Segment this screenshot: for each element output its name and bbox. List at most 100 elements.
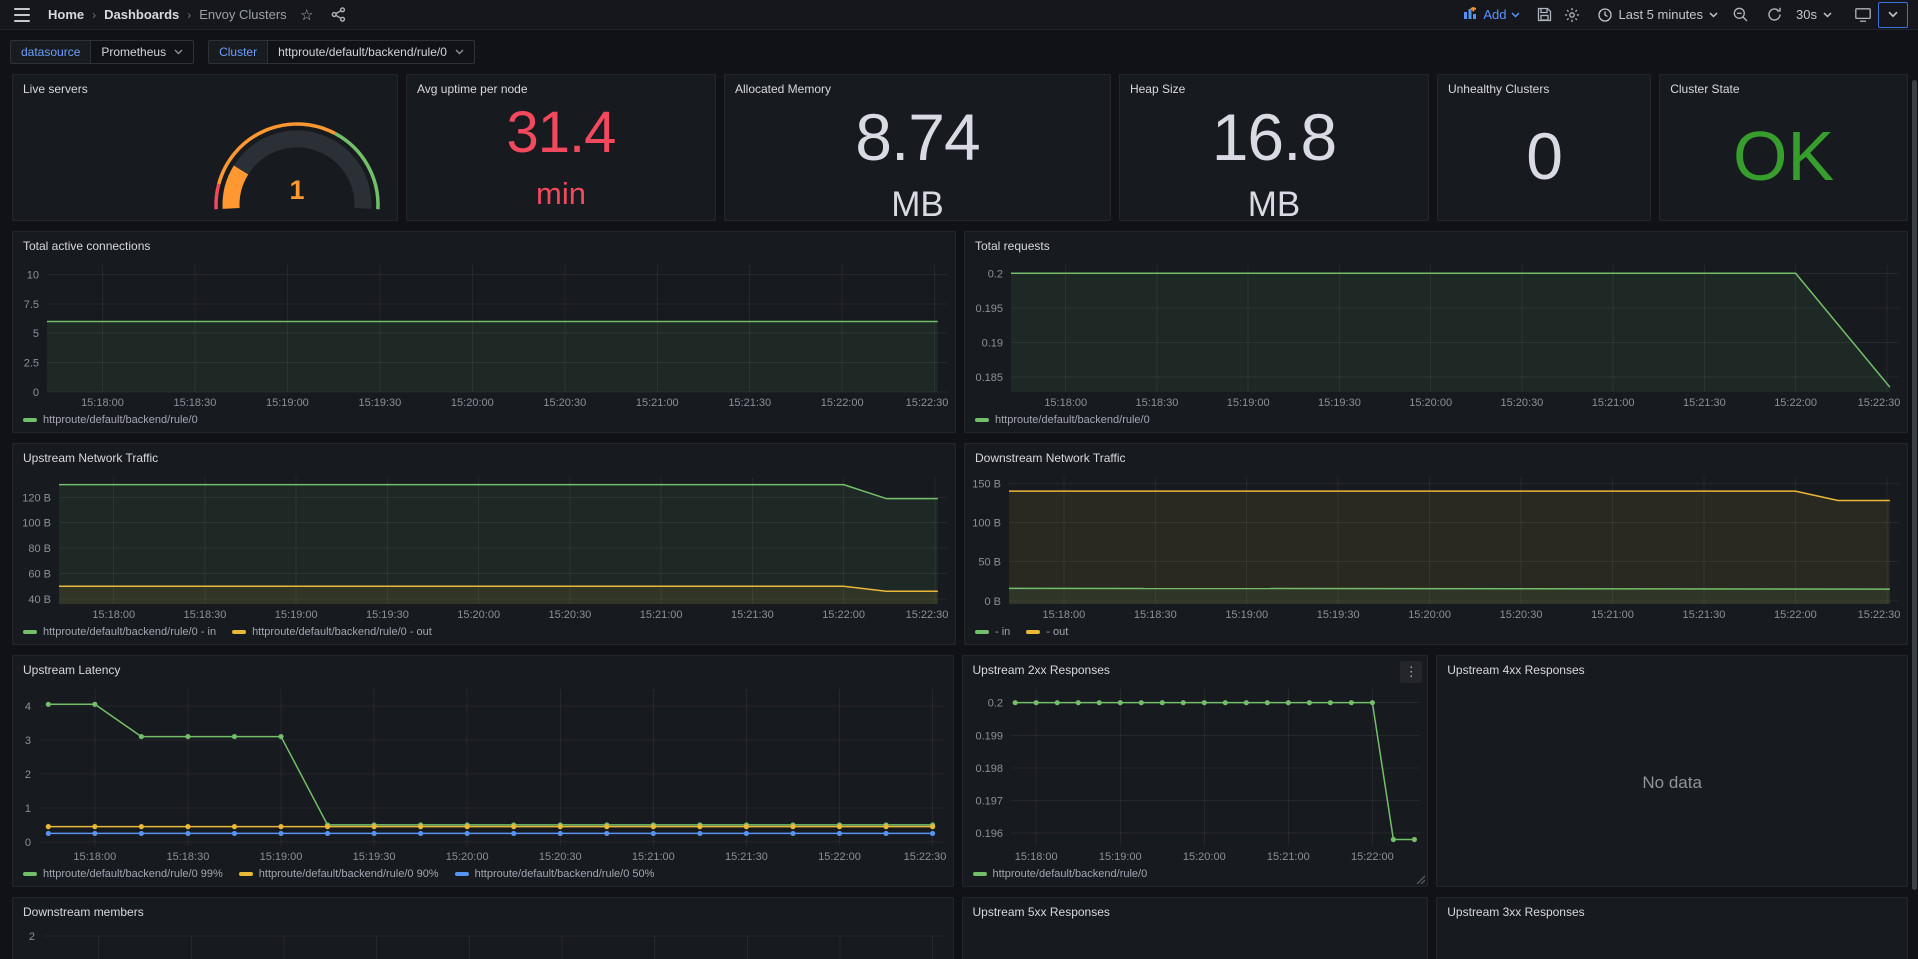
add-button[interactable]: Add xyxy=(1464,7,1520,22)
panel-cluster-state: Cluster State OK xyxy=(1659,74,1908,221)
breadcrumb-home[interactable]: Home xyxy=(48,7,84,22)
svg-text:15:21:30: 15:21:30 xyxy=(731,609,774,621)
svg-text:15:18:00: 15:18:00 xyxy=(1042,609,1085,621)
clock-icon xyxy=(1598,8,1612,22)
breadcrumb-dashboards[interactable]: Dashboards xyxy=(104,7,179,22)
legend-series-marker xyxy=(973,872,987,876)
nav-actions: Add Last 5 minutes xyxy=(1464,2,1908,28)
gauge-value: 1 xyxy=(289,175,304,205)
stat-value: OK xyxy=(1733,116,1834,196)
svg-text:15:20:00: 15:20:00 xyxy=(457,609,500,621)
svg-text:40 B: 40 B xyxy=(28,594,51,606)
time-series-chart[interactable]: 40 B60 B80 B100 B120 B15:18:0015:18:3015… xyxy=(13,468,955,644)
panel-title[interactable]: Downstream members xyxy=(13,898,953,922)
tv-kiosk-icon[interactable] xyxy=(1848,3,1878,27)
save-icon[interactable] xyxy=(1532,3,1556,27)
panel-title[interactable]: Upstream 5xx Responses xyxy=(963,898,1428,922)
legend-series-marker xyxy=(1026,630,1040,634)
panel-title[interactable]: Live servers xyxy=(13,75,397,99)
time-series-chart[interactable]: 2 xyxy=(13,922,953,959)
legend-item[interactable]: httproute/default/backend/rule/0 xyxy=(973,868,1148,880)
legend-item[interactable]: httproute/default/backend/rule/0 50% xyxy=(455,868,655,880)
share-icon[interactable] xyxy=(327,3,351,27)
svg-text:15:20:30: 15:20:30 xyxy=(548,609,591,621)
time-series-chart[interactable]: 0.1850.190.1950.215:18:0015:18:3015:19:0… xyxy=(965,256,1907,432)
panel-title[interactable]: Allocated Memory xyxy=(725,75,1110,99)
svg-text:15:21:00: 15:21:00 xyxy=(640,609,683,621)
svg-text:50 B: 50 B xyxy=(978,557,1001,569)
svg-text:0.196: 0.196 xyxy=(975,828,1003,840)
time-series-chart[interactable] xyxy=(1437,922,1907,959)
svg-text:2.5: 2.5 xyxy=(24,358,39,370)
svg-text:15:18:30: 15:18:30 xyxy=(167,851,210,863)
legend-item[interactable]: httproute/default/backend/rule/0 - in xyxy=(23,626,216,638)
time-series-chart[interactable]: 0 B50 B100 B150 B15:18:0015:18:3015:19:0… xyxy=(965,468,1907,644)
top-nav: Home › Dashboards › Envoy Clusters ☆ Add xyxy=(0,0,1918,30)
chart-legend: httproute/default/backend/rule/0 99% http… xyxy=(13,866,953,886)
legend-item[interactable]: httproute/default/backend/rule/0 xyxy=(23,414,198,426)
chevron-down-icon xyxy=(1823,12,1832,18)
panel-title[interactable]: Heap Size xyxy=(1120,75,1428,99)
refresh-interval-picker[interactable]: 30s xyxy=(1790,3,1838,27)
collapse-topbar-chevron-icon[interactable] xyxy=(1878,2,1908,28)
panel-title[interactable]: Upstream 3xx Responses xyxy=(1437,898,1907,922)
panel-allocated-memory: Allocated Memory 8.74 MB xyxy=(724,74,1111,221)
menu-icon[interactable] xyxy=(10,3,34,27)
panel-downstream-network-traffic: Downstream Network Traffic 0 B50 B100 B1… xyxy=(964,443,1908,645)
panel-title[interactable]: Downstream Network Traffic xyxy=(965,444,1907,468)
svg-text:15:18:00: 15:18:00 xyxy=(1014,851,1057,863)
svg-text:15:21:30: 15:21:30 xyxy=(725,851,768,863)
legend-item[interactable]: - in xyxy=(975,626,1010,638)
panel-upstream-4xx-responses: Upstream 4xx Responses No data xyxy=(1436,655,1908,887)
svg-text:15:19:30: 15:19:30 xyxy=(358,397,401,409)
variable-cluster-value[interactable]: httproute/default/backend/rule/0 xyxy=(267,40,475,64)
panel-title[interactable]: Upstream Network Traffic xyxy=(13,444,955,468)
time-series-chart[interactable]: 02.557.51015:18:0015:18:3015:19:0015:19:… xyxy=(13,256,955,432)
refresh-icon[interactable] xyxy=(1762,3,1786,27)
svg-text:15:20:00: 15:20:00 xyxy=(1408,609,1451,621)
scrollbar-thumb[interactable] xyxy=(1912,80,1917,890)
svg-text:15:19:30: 15:19:30 xyxy=(1318,397,1361,409)
legend-series-marker xyxy=(239,872,253,876)
svg-text:0.2: 0.2 xyxy=(988,268,1003,280)
legend-item[interactable]: httproute/default/backend/rule/0 90% xyxy=(239,868,439,880)
svg-text:15:18:00: 15:18:00 xyxy=(81,397,124,409)
panel-title[interactable]: Avg uptime per node xyxy=(407,75,715,99)
svg-text:15:19:00: 15:19:00 xyxy=(260,851,303,863)
panel-title[interactable]: Upstream 4xx Responses xyxy=(1437,656,1907,680)
scrollbar[interactable] xyxy=(1912,34,1917,959)
grafana-dashboard: Home › Dashboards › Envoy Clusters ☆ Add xyxy=(0,0,1918,959)
svg-text:15:18:30: 15:18:30 xyxy=(1134,609,1177,621)
panel-title[interactable]: Unhealthy Clusters xyxy=(1438,75,1650,99)
time-series-chart[interactable]: 0123415:18:0015:18:3015:19:0015:19:3015:… xyxy=(13,680,953,886)
zoom-out-icon[interactable] xyxy=(1728,3,1752,27)
dashboard-variables: datasource Prometheus Cluster httproute/… xyxy=(0,30,1918,72)
time-series-chart[interactable] xyxy=(963,922,1428,959)
chart-legend: httproute/default/backend/rule/0 xyxy=(965,412,1907,432)
panel-upstream-latency: Upstream Latency 0123415:18:0015:18:3015… xyxy=(12,655,954,887)
time-series-chart[interactable]: 0.1960.1970.1980.1990.215:18:0015:19:001… xyxy=(963,680,1428,886)
svg-text:150 B: 150 B xyxy=(972,478,1001,490)
svg-text:60 B: 60 B xyxy=(28,569,51,581)
legend-item[interactable]: httproute/default/backend/rule/0 99% xyxy=(23,868,223,880)
panel-title[interactable]: Upstream Latency xyxy=(13,656,953,680)
stat-value: 0 xyxy=(1526,118,1562,194)
panel-resize-handle[interactable] xyxy=(1415,874,1425,884)
svg-text:15:20:00: 15:20:00 xyxy=(1409,397,1452,409)
legend-item[interactable]: httproute/default/backend/rule/0 - out xyxy=(232,626,432,638)
panel-title[interactable]: Total active connections xyxy=(13,232,955,256)
panel-title[interactable]: Upstream 2xx Responses xyxy=(963,656,1428,680)
chevron-down-icon xyxy=(174,49,183,55)
stat-unit: MB xyxy=(891,185,944,221)
time-range-picker[interactable]: Last 5 minutes xyxy=(1592,3,1724,27)
variable-datasource-value[interactable]: Prometheus xyxy=(90,40,194,64)
settings-gear-icon[interactable] xyxy=(1560,3,1584,27)
panel-title[interactable]: Cluster State xyxy=(1660,75,1907,99)
legend-item[interactable]: httproute/default/backend/rule/0 xyxy=(975,414,1150,426)
panel-upstream-2xx-responses: Upstream 2xx Responses ⋮ 0.1960.1970.198… xyxy=(962,655,1429,887)
panel-title[interactable]: Total requests xyxy=(965,232,1907,256)
star-icon[interactable]: ☆ xyxy=(295,3,319,27)
legend-item[interactable]: - out xyxy=(1026,626,1068,638)
panel-live-servers: Live servers 1 xyxy=(12,74,398,221)
svg-text:15:22:30: 15:22:30 xyxy=(1858,609,1901,621)
